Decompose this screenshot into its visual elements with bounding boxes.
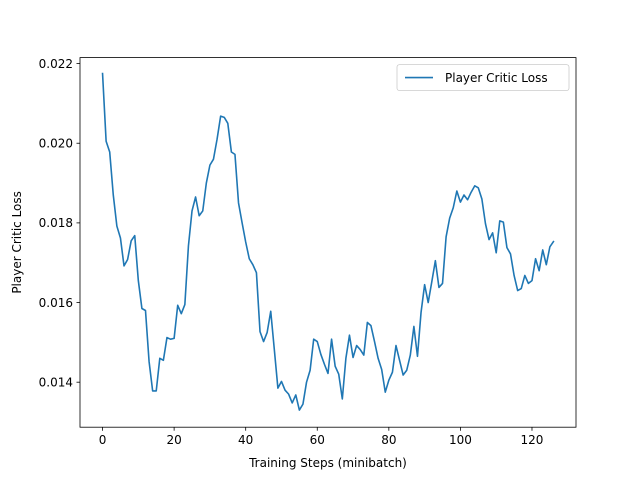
x-tick-label: 0 bbox=[99, 433, 107, 447]
y-axis-label: Player Critic Loss bbox=[10, 191, 24, 294]
y-axis: 0.014 0.016 0.018 0.020 0.022 bbox=[39, 57, 80, 389]
plot-area bbox=[101, 72, 555, 411]
y-tick-label: 0.022 bbox=[39, 57, 73, 71]
legend-box bbox=[396, 64, 570, 91]
x-tick-label: 120 bbox=[521, 433, 544, 447]
y-tick-label: 0.014 bbox=[39, 375, 73, 389]
y-tick-label: 0.016 bbox=[39, 296, 73, 310]
y-tick-label: 0.018 bbox=[39, 216, 73, 230]
legend: Player Critic Loss bbox=[396, 64, 570, 91]
x-axis: 0 20 40 60 80 100 120 bbox=[99, 427, 544, 447]
x-tick-label: 60 bbox=[310, 433, 325, 447]
series-line-player-critic-loss bbox=[101, 72, 555, 411]
axes-frame bbox=[79, 57, 577, 428]
x-tick-label: 40 bbox=[238, 433, 253, 447]
legend-entry-label: Player Critic Loss bbox=[445, 71, 548, 85]
x-tick-label: 80 bbox=[381, 433, 396, 447]
x-tick-label: 20 bbox=[166, 433, 181, 447]
x-axis-label: Training Steps (minibatch) bbox=[248, 456, 407, 470]
x-tick-label: 100 bbox=[449, 433, 472, 447]
y-tick-label: 0.020 bbox=[39, 137, 73, 151]
